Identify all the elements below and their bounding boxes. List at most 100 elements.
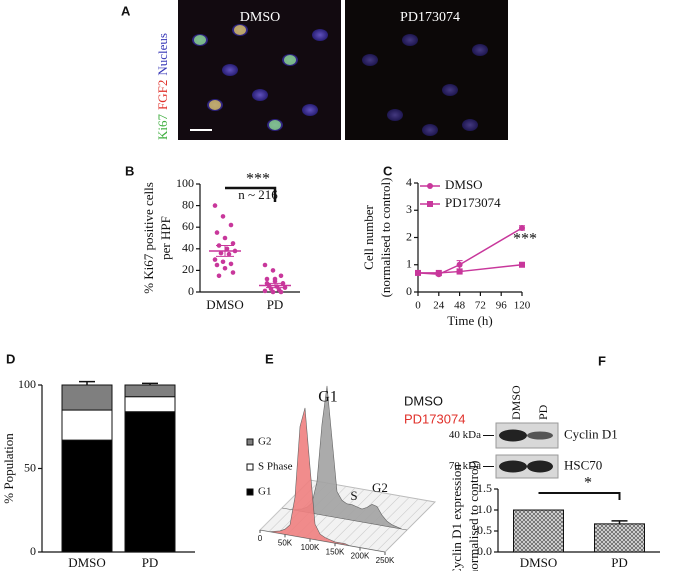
y-tick-label: 0: [188, 284, 194, 298]
stain-label: Ki67 FGF2 Nucleus: [155, 33, 170, 140]
line: [418, 264, 523, 274]
nucleus: [472, 44, 488, 56]
legend-marker: [427, 201, 433, 207]
y-tick-label: 20: [182, 262, 194, 276]
nucleus: [302, 104, 318, 116]
y-tick-label: 4: [406, 175, 412, 189]
nucleus: [442, 84, 458, 96]
y-tick-label: 2: [406, 229, 412, 243]
dot: [272, 276, 278, 282]
x-tick-label: 50K: [278, 539, 293, 548]
dot: [230, 241, 236, 246]
point: [435, 269, 442, 276]
y-tick-label: 1: [406, 257, 412, 271]
dot: [262, 262, 268, 268]
lane-label: DMSO: [509, 385, 523, 420]
dot: [212, 203, 218, 208]
annotation: G2: [372, 480, 388, 495]
x-tick-label: PD: [611, 555, 628, 570]
point: [519, 261, 525, 268]
y-tick-label: 100: [18, 377, 36, 391]
x-tick-label: 0: [415, 300, 421, 312]
dot: [212, 257, 218, 262]
annotation: n ~ 216: [238, 187, 278, 202]
x-tick-label: 100K: [301, 543, 320, 552]
band: [499, 460, 527, 473]
dot: [218, 250, 224, 256]
panel-letter: F: [598, 353, 606, 368]
protein-label: HSC70: [564, 457, 602, 472]
y-tick-label: 0: [30, 544, 36, 558]
ki67: [284, 55, 296, 65]
x-tick-label: DMSO: [68, 555, 106, 570]
legend-label: G2: [258, 436, 271, 448]
dot: [270, 289, 276, 295]
x-tick-label: PD: [142, 555, 159, 570]
legend-marker: [427, 183, 433, 189]
y-axis-label: % Ki67 positive cells: [141, 182, 156, 294]
y-tick-label: 3: [406, 202, 412, 216]
panel-letter: C: [383, 163, 393, 178]
x-tick-label: DMSO: [520, 555, 558, 570]
y-axis-label: (normalised to control): [466, 461, 481, 571]
dot: [228, 222, 234, 228]
dot: [224, 246, 230, 252]
x-tick-label: DMSO: [206, 297, 244, 312]
marker-label: 40 kDa: [449, 429, 481, 441]
y-tick-label: 50: [24, 460, 36, 474]
x-tick-label: 72: [475, 300, 486, 312]
point: [415, 269, 421, 276]
dot: [222, 265, 228, 271]
bar: [61, 384, 113, 411]
nucleus: [402, 34, 418, 46]
panel-letter: E: [265, 351, 274, 366]
micrograph: [178, 0, 341, 140]
x-tick-label: PD: [267, 297, 284, 312]
dot: [216, 273, 222, 279]
x-tick-label: 150K: [326, 547, 345, 556]
point: [456, 261, 463, 268]
bar: [124, 384, 176, 398]
panel-letter: A: [121, 3, 131, 18]
image-label: DMSO: [240, 10, 280, 25]
x-tick-label: 24: [433, 300, 445, 312]
y-tick-label: 0.0: [477, 544, 492, 558]
bar: [594, 523, 645, 553]
dot: [278, 273, 284, 279]
dot: [222, 235, 228, 241]
x-tick-label: 200K: [351, 552, 370, 561]
legend-label: S Phase: [258, 461, 293, 473]
bar: [124, 411, 176, 553]
micrograph: [345, 0, 508, 140]
legend-label: G1: [258, 486, 271, 498]
nucleus: [252, 89, 268, 101]
dot: [214, 230, 220, 235]
y-tick-label: 100: [176, 176, 194, 190]
error-bar: [79, 380, 95, 385]
significance-bar: [225, 186, 277, 202]
ki67: [194, 35, 206, 45]
legend-swatch: [246, 438, 254, 446]
annotation: ***: [246, 171, 270, 188]
dot: [262, 288, 268, 294]
lane-label: PD: [536, 404, 550, 420]
dot: [270, 268, 276, 273]
y-tick-label: 80: [182, 197, 194, 211]
legend-label: PD173074: [445, 195, 501, 210]
x-tick-label: 0: [258, 534, 263, 543]
dot: [264, 276, 270, 282]
marker-label: 70 kDa: [449, 460, 481, 472]
x-tick-label: 48: [454, 300, 466, 312]
y-tick-label: 60: [182, 219, 194, 233]
x-axis-label: Time (h): [447, 313, 492, 328]
hatch: [367, 498, 419, 550]
histogram: [259, 407, 386, 553]
y-tick-label: 40: [182, 241, 194, 255]
dot: [278, 289, 284, 295]
band: [527, 431, 553, 440]
dot: [282, 285, 288, 290]
y-axis-label: Cell number: [361, 205, 376, 270]
y-axis-label: (normalised to control): [378, 178, 393, 298]
annotation: S: [350, 488, 357, 503]
ki67: [269, 120, 281, 130]
